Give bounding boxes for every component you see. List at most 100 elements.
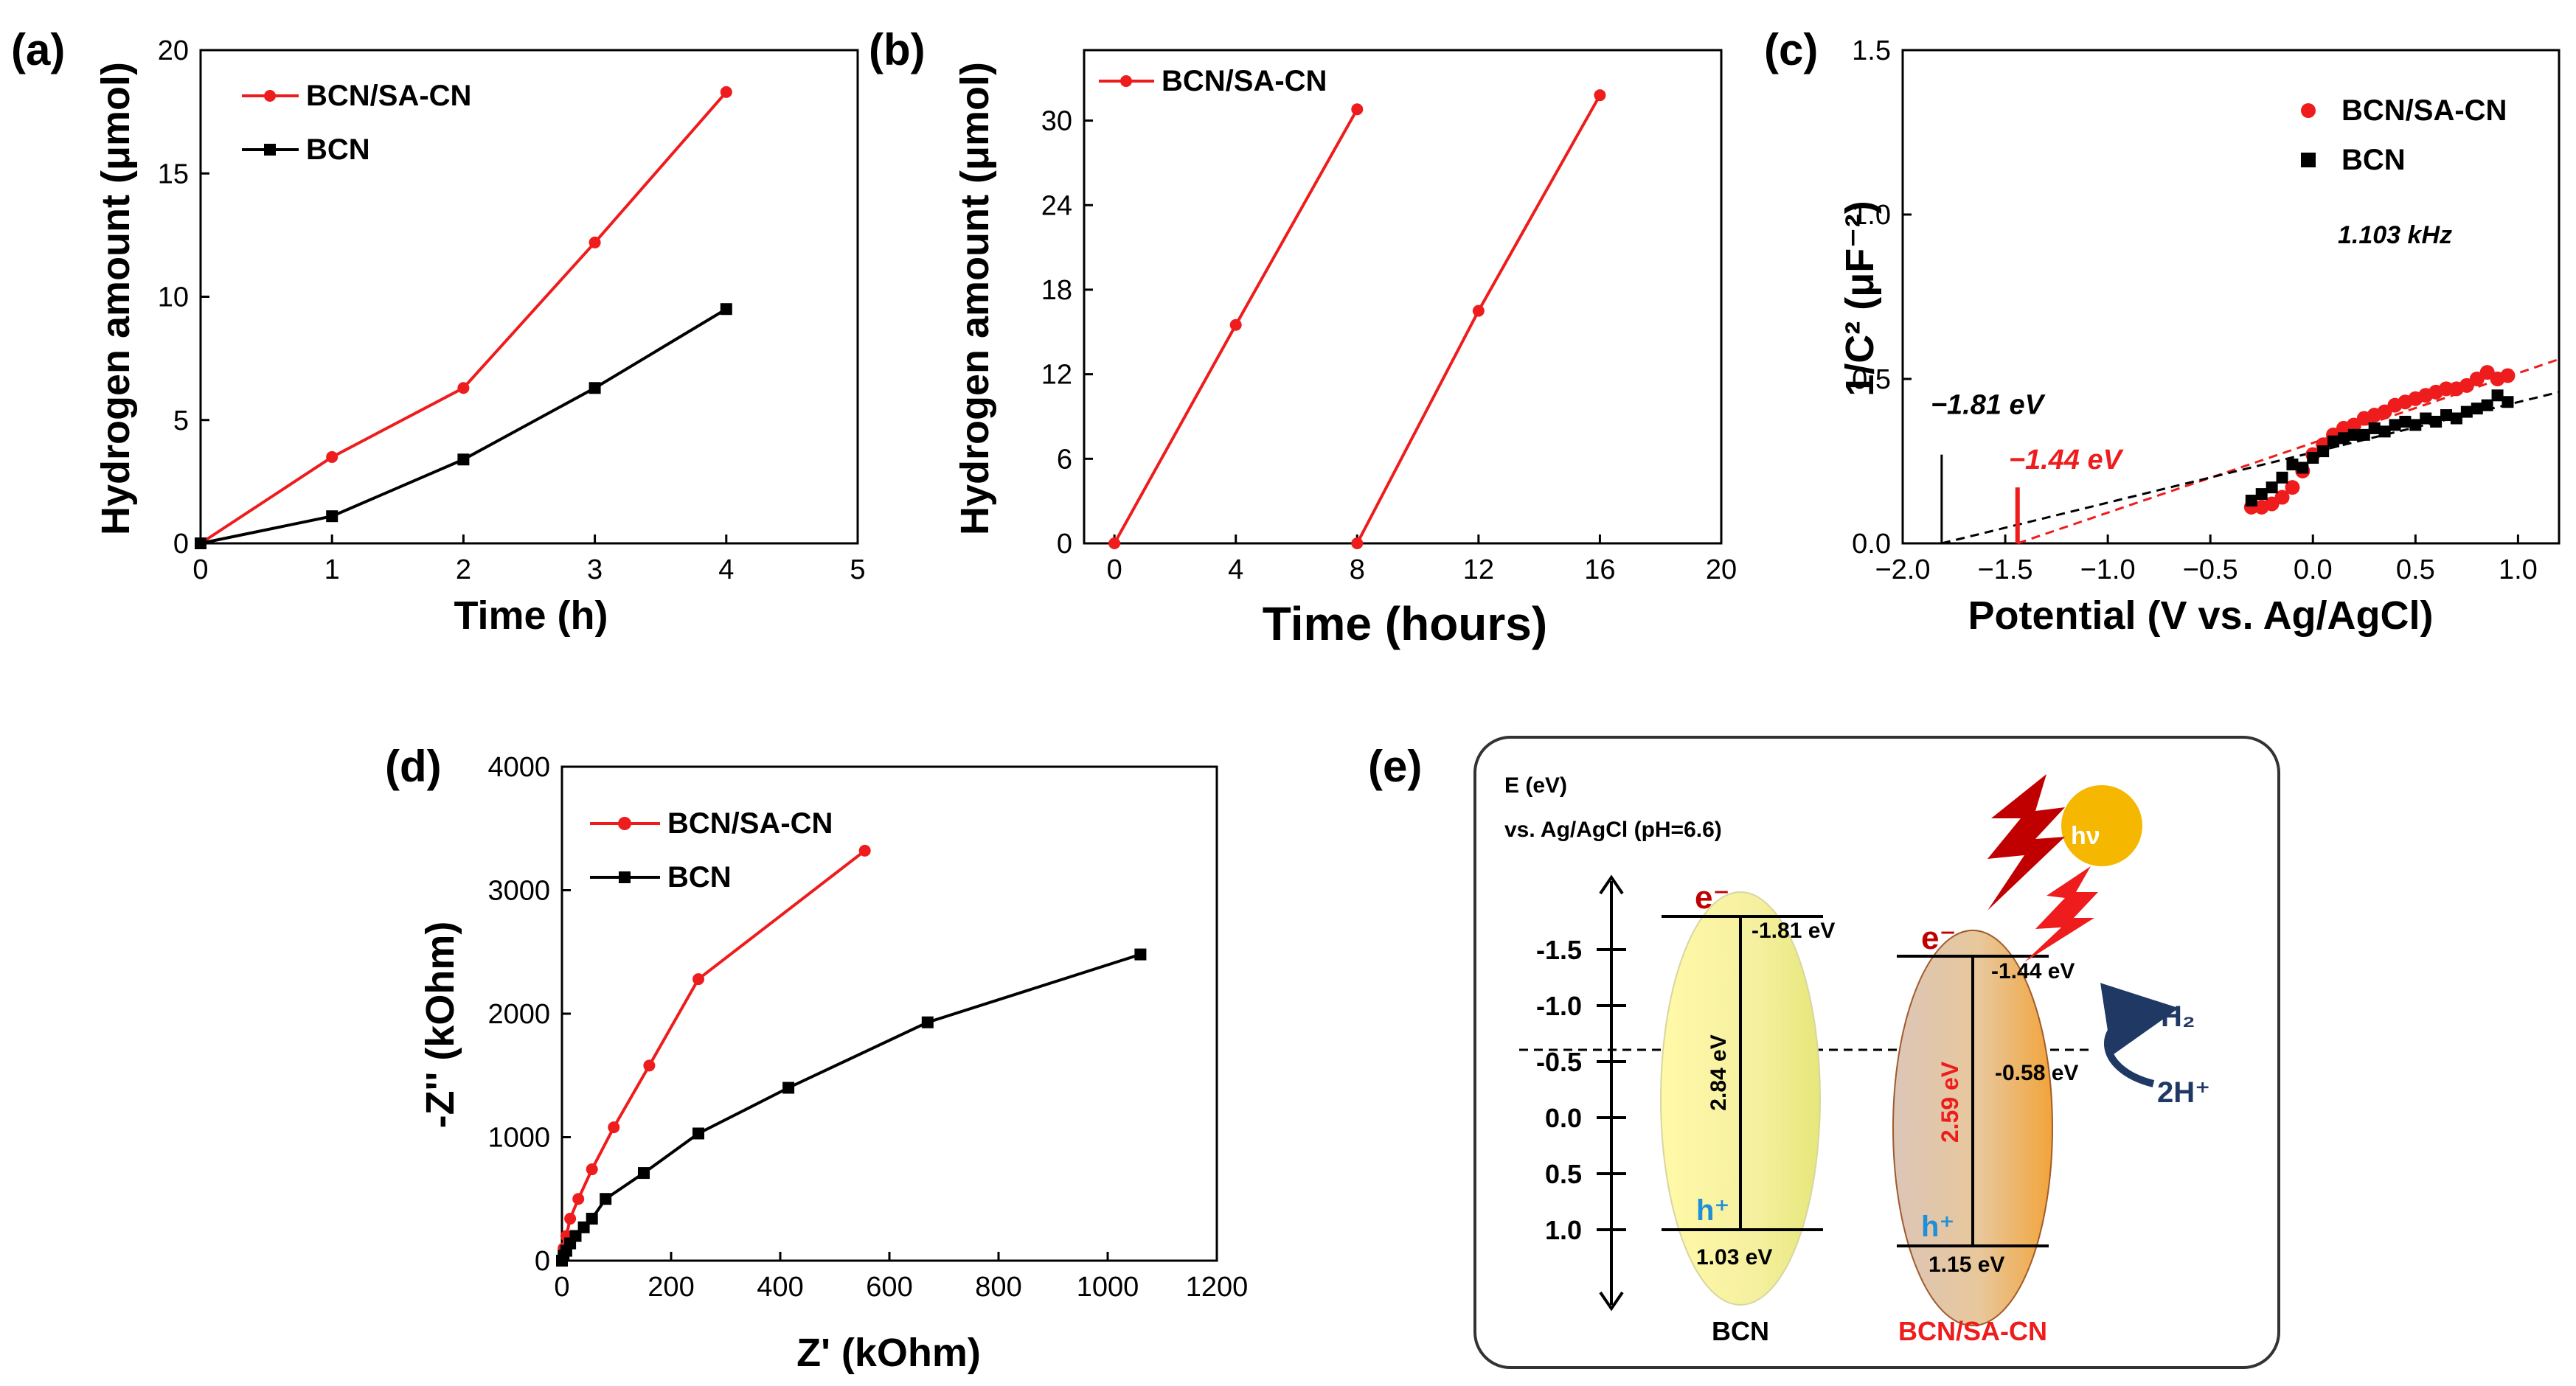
panel-d-chart: Z' (kOhm) -Z'' (kOhm) BCN/SA-CN BCN: [418, 807, 981, 1375]
data-point: [2307, 452, 2319, 464]
x-tick-label: 2: [456, 554, 471, 585]
data-point: [564, 1213, 577, 1225]
axis-title-line1: E (eV): [1504, 773, 1567, 798]
x-tick-label: 4: [1228, 554, 1243, 585]
legend-c-bcn-label: BCN: [2341, 144, 2406, 176]
bcnsa-hole: h⁺: [1921, 1211, 1955, 1243]
panel-a-legend: BCN/SA-CN BCN: [242, 80, 471, 166]
data-point: [1351, 103, 1364, 116]
plot-d-frame: [560, 765, 1218, 1262]
data-point: [2440, 409, 2453, 422]
y-tick-label: 30: [1041, 106, 1072, 137]
data-point: [921, 1016, 934, 1028]
data-point: [326, 450, 339, 463]
y-tick-label: 6: [1057, 444, 1072, 475]
bcnsa-cb-label: -1.44 eV: [1991, 959, 2075, 983]
energy-tick-label: 0.5: [1545, 1159, 1582, 1189]
data-point: [589, 236, 601, 248]
data-point: [2500, 368, 2516, 383]
legend-d-bcnsa-marker: [618, 817, 631, 830]
legend-c-bcnsa-marker: [2301, 103, 2316, 118]
x-tick-label: 3: [587, 554, 603, 585]
panel-c-label: (c): [1764, 25, 1818, 74]
data-point: [589, 382, 601, 394]
data-point: [2409, 419, 2422, 431]
bcnsa-vb-label: 1.15 eV: [1928, 1253, 2004, 1277]
data-point: [195, 537, 206, 549]
y-tick-label: 2000: [487, 999, 550, 1030]
lightning-icon: [1987, 774, 2065, 910]
y-tick-label: 24: [1041, 190, 1072, 221]
data-point: [1108, 537, 1121, 549]
x-tick-label: 200: [648, 1272, 694, 1303]
y-tick-label: 3000: [487, 876, 550, 907]
data-point: [586, 1213, 598, 1225]
legend-a-bcnsa-marker: [264, 90, 276, 102]
bcn-vb-label: 1.03 eV: [1696, 1245, 1772, 1270]
data-point: [2276, 471, 2288, 484]
y-tick-label: 0.5: [1852, 364, 1891, 395]
plot-a: 0 1 2 3 4 5 0 5 10 15 20: [158, 35, 866, 585]
data-point: [572, 1193, 585, 1205]
data-point: [1594, 89, 1606, 102]
x-tick-label: 800: [975, 1272, 1021, 1303]
panel-b-xlabel: Time (hours): [1263, 597, 1547, 650]
panel-b-chart: Time (hours) Hydrogen amount (μmol) BCN/…: [953, 62, 1547, 650]
x-tick-label: 0: [554, 1272, 569, 1303]
series-line-0: [1355, 94, 1602, 544]
panel-d-ylabel: -Z'' (kOhm): [418, 922, 462, 1129]
bcn-gap-label: 2.84 eV: [1707, 1034, 1731, 1110]
energy-axis-ticks: -1.5 -1.0 -0.5 0.0 0.5 1.0: [1536, 935, 1626, 1245]
x-tick-label: 600: [866, 1272, 912, 1303]
data-point: [2420, 412, 2432, 425]
data-point: [2430, 415, 2443, 428]
x-tick-label: 1: [324, 554, 340, 585]
plot-c-frame: [1901, 49, 2561, 545]
data-point: [638, 1167, 650, 1180]
legend-c-bcnsa-label: BCN/SA-CN: [2341, 94, 2507, 127]
y-tick-label: 0.0: [1852, 529, 1891, 560]
energy-tick-label: -1.5: [1536, 935, 1582, 965]
potential-label-1: −1.44 eV: [2009, 445, 2124, 476]
data-point: [2296, 462, 2309, 474]
data-point: [782, 1082, 795, 1094]
energy-axis-arrow-up: [1599, 874, 1624, 895]
data-point: [1134, 948, 1147, 961]
x-tick-label: 0.5: [2396, 554, 2435, 585]
y-tick-label: 0: [1057, 529, 1072, 560]
x-tick-label: 0: [192, 554, 208, 585]
panel-a-chart: Time (h) Hydrogen amount (μmol) BCN/SA-C…: [94, 62, 608, 638]
data-point: [608, 1121, 620, 1134]
legend-a-bcn-label: BCN: [306, 133, 370, 166]
series-line-1: [560, 953, 1142, 1261]
series-line-0: [199, 91, 728, 545]
data-point: [2266, 481, 2278, 494]
sun-icon: [2061, 785, 2142, 866]
lightning-icon-small: [2024, 866, 2098, 962]
plot-b: 0 4 8 12 16 20 0 6 12 18 24 30: [1041, 49, 1737, 585]
panel-d-xlabel: Z' (kOhm): [796, 1331, 981, 1375]
product-h2: H₂: [2161, 1000, 2195, 1033]
data-point: [457, 453, 470, 466]
y-tick-label: 10: [158, 282, 189, 313]
legend-c-bcn-marker: [2301, 153, 2316, 167]
x-tick-label: 4: [718, 554, 734, 585]
panel-c-legend: BCN/SA-CN BCN: [2301, 94, 2507, 176]
panel-c-chart: Potential (V vs. Ag/AgCl) 1/C² (μF⁻²) BC…: [1838, 94, 2507, 638]
bcnsa-electron: e⁻: [1921, 920, 1957, 956]
x-tick-label: 400: [757, 1272, 803, 1303]
energy-tick-label: -1.0: [1536, 991, 1582, 1021]
data-point: [1229, 318, 1242, 331]
bcn-electron: e⁻: [1695, 880, 1730, 916]
data-point: [2450, 412, 2462, 425]
data-point: [720, 303, 732, 316]
panel-e-diagram: E (eV) vs. Ag/AgCl (pH=6.6) -1.5 -1.0 -0.5…: [1473, 736, 2280, 1369]
x-tick-label: −1.5: [1978, 554, 2033, 585]
legend-b-bcnsa-marker: [1120, 75, 1132, 87]
x-tick-label: −1.0: [2080, 554, 2136, 585]
data-point: [2245, 495, 2257, 507]
data-point: [326, 510, 339, 523]
data-point: [2399, 415, 2412, 428]
data-point: [858, 844, 871, 857]
